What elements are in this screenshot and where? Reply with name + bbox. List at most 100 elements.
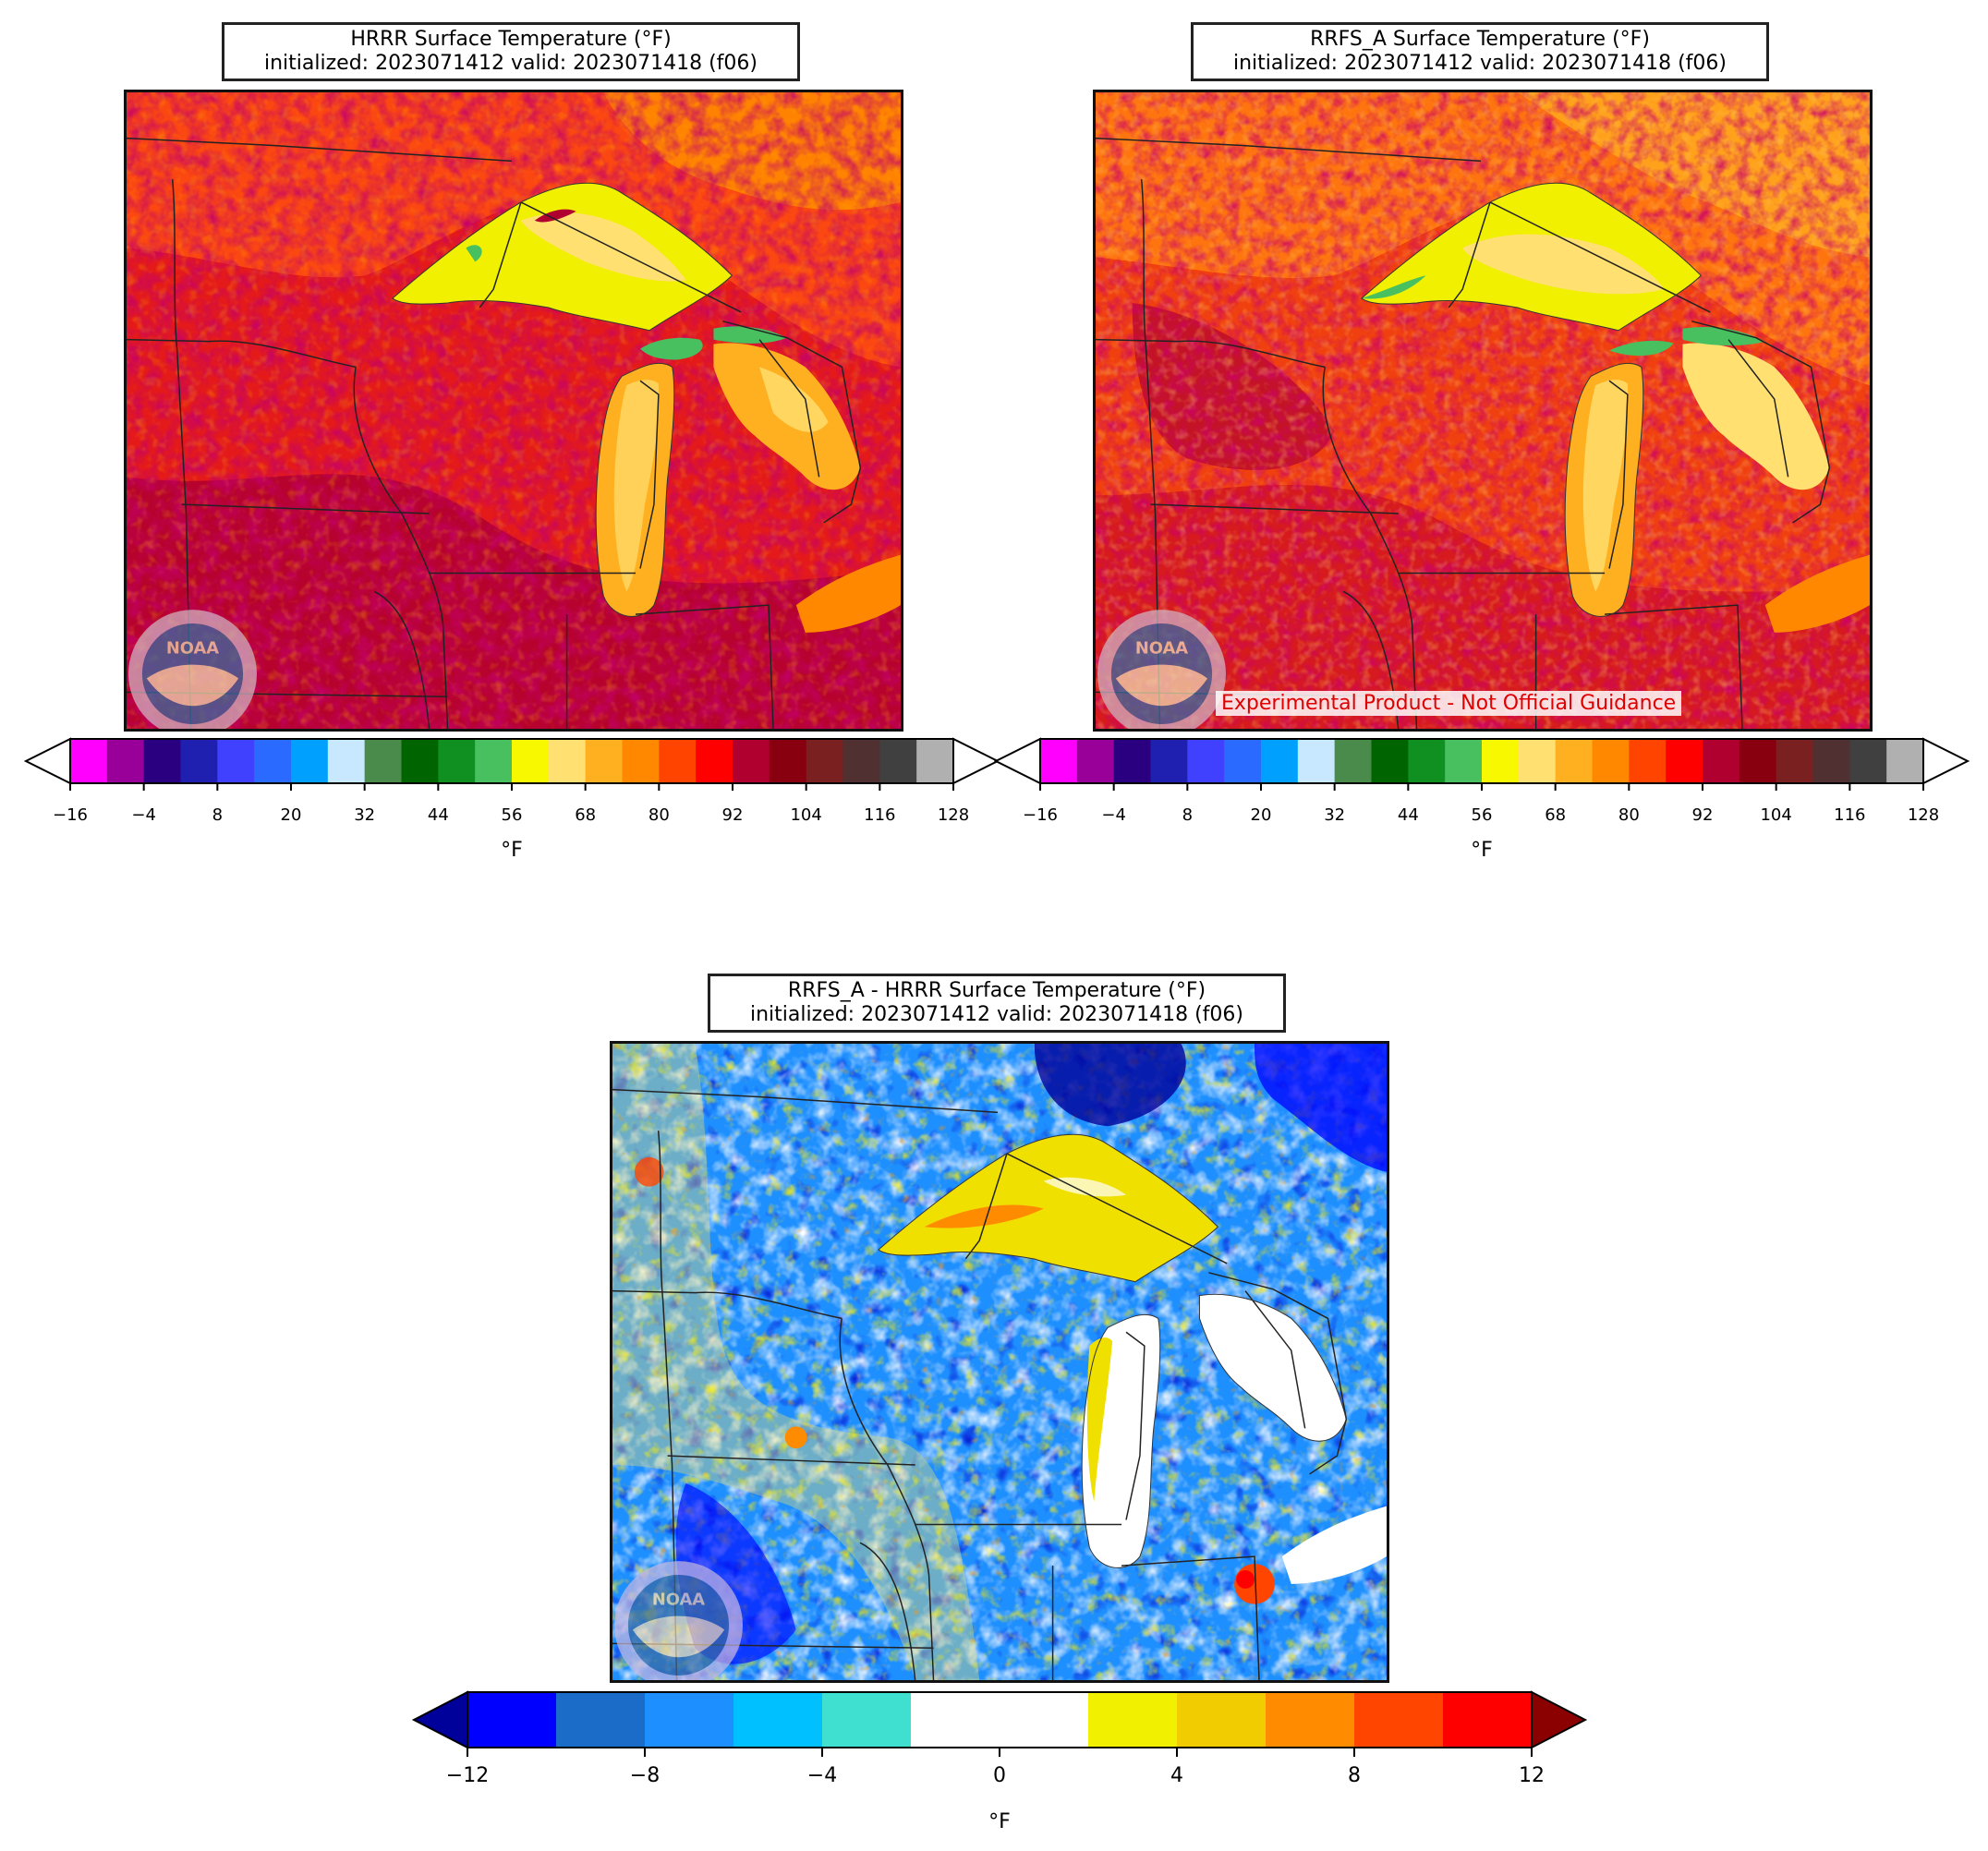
rrfs-colorbar-graphic [993, 737, 1970, 791]
colorbar-swatch [842, 739, 880, 783]
hrrr-subtitle: initialized: 2023071412 valid: 202307141… [264, 52, 758, 75]
diff-colorbar-under-triangle [411, 1690, 468, 1749]
colorbar-swatch [401, 739, 439, 783]
colorbar-swatch [1592, 739, 1630, 783]
colorbar-under-triangle [23, 737, 71, 785]
colorbar-tick-label: −16 [1023, 805, 1058, 825]
rrfs-colorbar [993, 737, 1970, 791]
colorbar-swatch [1261, 739, 1299, 783]
rrfs-subtitle: initialized: 2023071412 valid: 202307141… [1233, 52, 1727, 75]
colorbar-swatch [512, 739, 550, 783]
colorbar-swatch [585, 739, 623, 783]
hrrr-colorbar [23, 737, 1000, 791]
colorbar-swatch [1371, 739, 1409, 783]
colorbar-swatch [1812, 739, 1850, 783]
diff-colorbar-swatch [467, 1692, 557, 1748]
colorbar-swatch [1187, 739, 1225, 783]
diff-colorbar-swatch [733, 1692, 823, 1748]
diff-colorbar-swatch [1266, 1692, 1355, 1748]
colorbar-tick-label: 104 [1760, 805, 1792, 825]
colorbar-tick-label: 92 [721, 805, 744, 825]
diff-colorbar-swatch [556, 1692, 646, 1748]
colorbar-swatch [879, 739, 917, 783]
noaa-logo-text-3: NOAA [652, 1591, 705, 1610]
colorbar-tick-label: −16 [53, 805, 88, 825]
colorbar-swatch [622, 739, 660, 783]
hrrr-colorbar-graphic [23, 737, 1000, 791]
diff-colorbar-swatch [1088, 1692, 1178, 1748]
colorbar-swatch [1334, 739, 1372, 783]
colorbar-swatch [327, 739, 366, 783]
colorbar-swatch [1076, 739, 1115, 783]
colorbar-tick-label: 128 [1907, 805, 1940, 825]
colorbar-tick-label: 8 [1182, 805, 1194, 825]
diff-colorbar-swatch [645, 1692, 734, 1748]
colorbar-swatch [143, 739, 181, 783]
colorbar-tick-label: 68 [1545, 805, 1567, 825]
colorbar-swatch [180, 739, 218, 783]
colorbar-tick-label: 44 [427, 805, 449, 825]
colorbar-swatch [1629, 739, 1667, 783]
diff-title-box: RRFS_A - HRRR Surface Temperature (°F) i… [708, 974, 1286, 1033]
colorbar-tick-label: −4 [1101, 805, 1126, 825]
colorbar-swatch [217, 739, 255, 783]
colorbar-swatch [1224, 739, 1262, 783]
diff-colorbar-tick-label: 0 [993, 1764, 1006, 1787]
colorbar-swatch [364, 739, 402, 783]
hrrr-title: HRRR Surface Temperature (°F) [350, 28, 672, 51]
rrfs-colorbar-unit: °F [1471, 839, 1493, 862]
colorbar-swatch [70, 739, 108, 783]
diff-title: RRFS_A - HRRR Surface Temperature (°F) [787, 979, 1206, 1002]
colorbar-swatch [1445, 739, 1483, 783]
colorbar-tick-label: 128 [937, 805, 970, 825]
colorbar-swatch [659, 739, 697, 783]
colorbar-swatch [733, 739, 770, 783]
diff-colorbar-tick-label: −12 [445, 1764, 490, 1787]
diff-colorbar-swatch [911, 1692, 1000, 1748]
colorbar-swatch [1886, 739, 1924, 783]
colorbar-swatch [1408, 739, 1446, 783]
colorbar-swatch [1739, 739, 1777, 783]
colorbar-swatch [254, 739, 292, 783]
colorbar-tick-label: 80 [1618, 805, 1640, 825]
colorbar-tick-label: 92 [1691, 805, 1714, 825]
noaa-logo-text: NOAA [166, 639, 219, 659]
diff-panel: RRFS_A - HRRR Surface Temperature (°F) i… [0, 951, 1988, 1851]
colorbar-swatch [1297, 739, 1336, 783]
colorbar-swatch [1482, 739, 1520, 783]
colorbar-swatch [438, 739, 476, 783]
noaa-logo-text-2: NOAA [1135, 639, 1188, 659]
colorbar-tick-label: −4 [131, 805, 156, 825]
noaa-logo-graphic-2: NOAA [1097, 610, 1226, 729]
diff-colorbar-graphic [411, 1690, 1588, 1757]
colorbar-swatch [1518, 739, 1557, 783]
colorbar-swatch [291, 739, 329, 783]
diff-colorbar-swatch [822, 1692, 912, 1748]
diff-colorbar-tick-label: 12 [1519, 1764, 1545, 1787]
colorbar-swatch [1849, 739, 1887, 783]
experimental-watermark: Experimental Product - Not Official Guid… [1216, 691, 1682, 716]
colorbar-tick-label: 104 [790, 805, 822, 825]
hrrr-map-graphic: NOAA [127, 92, 901, 729]
diff-map: NOAA [610, 1041, 1389, 1683]
noaa-logo-graphic-3: NOAA [614, 1561, 743, 1680]
colorbar-swatch [1040, 739, 1078, 783]
colorbar-swatch [1703, 739, 1740, 783]
colorbar-swatch [106, 739, 145, 783]
noaa-logo-graphic: NOAA [128, 610, 257, 729]
hrrr-panel: HRRR Surface Temperature (°F) initialize… [0, 0, 1000, 887]
hrrr-title-box: HRRR Surface Temperature (°F) initialize… [222, 22, 800, 81]
colorbar-tick-label: 44 [1397, 805, 1419, 825]
colorbar-swatch [1555, 739, 1593, 783]
colorbar-tick-label: 32 [354, 805, 376, 825]
rrfs-map: NOAA Experimental Product - Not Official… [1093, 90, 1873, 732]
colorbar-swatch [1666, 739, 1703, 783]
colorbar-tick-label: 32 [1324, 805, 1346, 825]
rrfs-title-box: RRFS_A Surface Temperature (°F) initiali… [1191, 22, 1769, 81]
diff-colorbar [411, 1690, 1588, 1757]
colorbar-swatch [806, 739, 843, 783]
hrrr-colorbar-unit: °F [501, 839, 523, 862]
colorbar-swatch [916, 739, 954, 783]
diff-colorbar-tick-label: −4 [806, 1764, 838, 1787]
rrfs-title: RRFS_A Surface Temperature (°F) [1310, 28, 1650, 51]
